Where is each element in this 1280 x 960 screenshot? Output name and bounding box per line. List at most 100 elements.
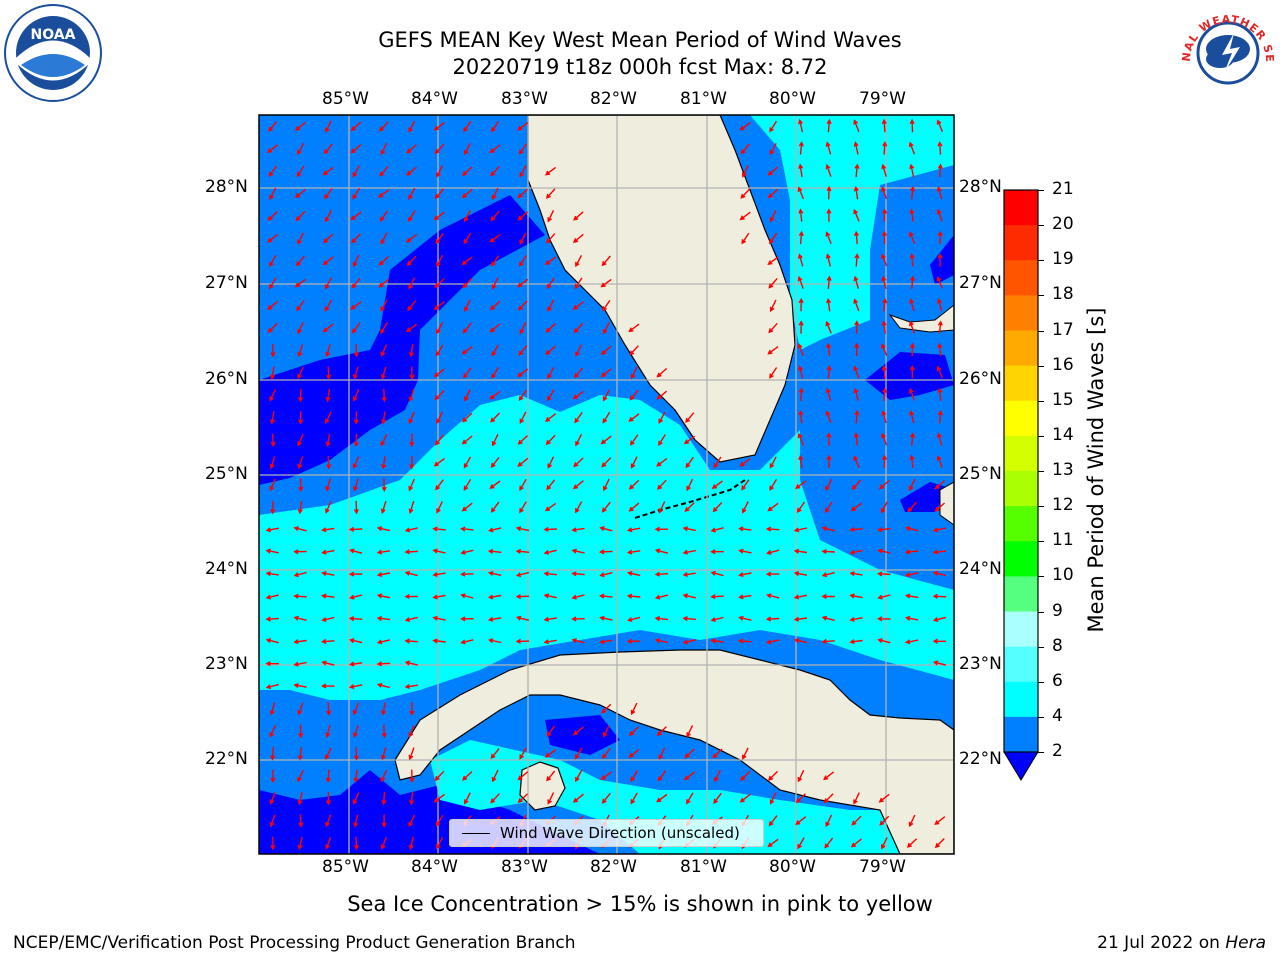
wind-wave-arrow (464, 299, 471, 313)
wind-wave-arrow (269, 411, 275, 425)
wind-wave-arrow (769, 479, 778, 491)
wind-wave-arrow (738, 594, 752, 600)
wind-wave-arrow (269, 389, 277, 402)
colorbar-label: Mean Period of Wind Waves [s] (1084, 307, 1108, 633)
wind-wave-arrow (630, 702, 638, 716)
wind-wave-arrow (797, 432, 805, 446)
wind-wave-arrow (826, 297, 832, 312)
wind-wave-arrow (491, 277, 499, 290)
wind-wave-arrow (547, 456, 555, 469)
wind-wave-arrow (904, 593, 919, 599)
wind-wave-arrow (546, 725, 556, 737)
wind-wave-arrow (878, 480, 890, 490)
wind-wave-arrow (297, 792, 303, 806)
wind-wave-arrow (517, 771, 529, 781)
wind-wave-arrow (656, 367, 668, 378)
wind-wave-arrow (348, 571, 363, 577)
wind-wave-arrow (321, 571, 335, 577)
wind-wave-arrow (797, 343, 804, 356)
wind-wave-arrow (738, 526, 752, 532)
footer-date: 21 Jul 2022 on Hera (1097, 933, 1266, 953)
wind-wave-arrow (546, 233, 556, 244)
wind-wave-arrow (626, 527, 641, 533)
wind-wave-arrow (766, 549, 780, 555)
colorbar-tick-mark (1038, 365, 1044, 367)
wind-wave-arrow (381, 456, 387, 470)
wind-wave-arrow (435, 814, 444, 827)
wind-wave-arrow (793, 638, 808, 644)
wind-wave-arrow (878, 793, 890, 803)
wind-wave-arrow (821, 526, 835, 532)
wind-wave-arrow (908, 141, 916, 155)
wind-wave-arrow (325, 792, 332, 806)
wind-wave-arrow (571, 548, 585, 554)
wind-wave-arrow (826, 342, 832, 357)
wind-wave-arrow (322, 166, 334, 176)
wind-wave-arrow (515, 615, 530, 621)
wind-wave-arrow (766, 639, 780, 645)
wind-wave-arrow (793, 527, 808, 533)
wind-wave-arrow (293, 639, 307, 645)
wind-wave-arrow (821, 571, 835, 578)
wind-wave-arrow (682, 616, 696, 622)
wind-wave-arrow (710, 594, 724, 600)
wind-wave-arrow (380, 366, 387, 380)
wind-wave-arrow (853, 365, 860, 379)
wind-wave-arrow (547, 299, 555, 313)
wind-wave-arrow (433, 211, 445, 221)
bahamas-land (888, 304, 954, 333)
wind-wave-arrow (269, 366, 275, 380)
wind-wave-arrow (432, 615, 446, 621)
wind-wave-arrow (882, 387, 888, 401)
lon-label-top-85: 85°W (322, 89, 369, 109)
wind-wave-arrow (353, 411, 359, 425)
wind-wave-arrow (460, 593, 474, 599)
wind-wave-arrow (296, 255, 305, 267)
colorbar-segment (1004, 471, 1038, 507)
wind-wave-arrow (853, 185, 859, 200)
wind-wave-arrow (629, 389, 639, 401)
wind-wave-arrow (322, 256, 334, 266)
wind-wave-arrow (769, 120, 778, 133)
isla-juventud-land (519, 761, 566, 811)
wind-wave-arrow (932, 570, 947, 577)
wind-wave-arrow (877, 548, 891, 554)
wind-wave-arrow (409, 769, 415, 784)
wind-wave-arrow (654, 616, 669, 622)
wind-wave-arrow (798, 320, 804, 334)
wind-wave-arrow (738, 548, 752, 554)
wind-wave-arrow (908, 320, 915, 334)
wind-wave-arrow (713, 456, 722, 469)
colorbar-tick-label: 11 (1052, 530, 1074, 551)
wind-wave-arrow (270, 769, 276, 784)
lon-label-top-83: 83°W (501, 89, 548, 109)
wind-wave-arrow (544, 413, 557, 422)
wind-wave-arrow (517, 793, 528, 804)
wind-wave-arrow (296, 165, 305, 178)
wind-wave-arrow (381, 724, 387, 739)
wind-wave-arrow (629, 345, 639, 356)
wind-wave-arrow (711, 480, 723, 489)
colorbar-tick-label: 9 (1052, 600, 1063, 621)
wind-wave-arrow (740, 143, 750, 155)
wind-wave-arrow (600, 368, 612, 378)
wind-wave-arrow (408, 277, 416, 290)
wind-wave-arrow (519, 321, 527, 335)
colorbar (1003, 189, 1039, 781)
wind-wave-arrow (325, 478, 331, 492)
lat-label-left-27: 27°N (205, 273, 248, 293)
wind-wave-arrow (877, 616, 891, 622)
wind-wave-arrow (798, 163, 804, 178)
wind-wave-arrow (543, 616, 557, 622)
wind-wave-arrow (352, 702, 360, 716)
lat-label-right-24: 24°N (959, 559, 1002, 579)
wind-wave-arrow (656, 479, 667, 490)
wind-wave-arrow (882, 141, 888, 155)
wind-wave-arrow (601, 703, 612, 714)
wind-wave-arrow (937, 141, 943, 155)
wind-wave-arrow (628, 726, 640, 737)
wind-wave-arrow (265, 616, 279, 622)
wind-wave-arrow (268, 165, 277, 177)
wind-wave-arrow (910, 185, 916, 200)
wind-wave-arrow (435, 479, 444, 491)
